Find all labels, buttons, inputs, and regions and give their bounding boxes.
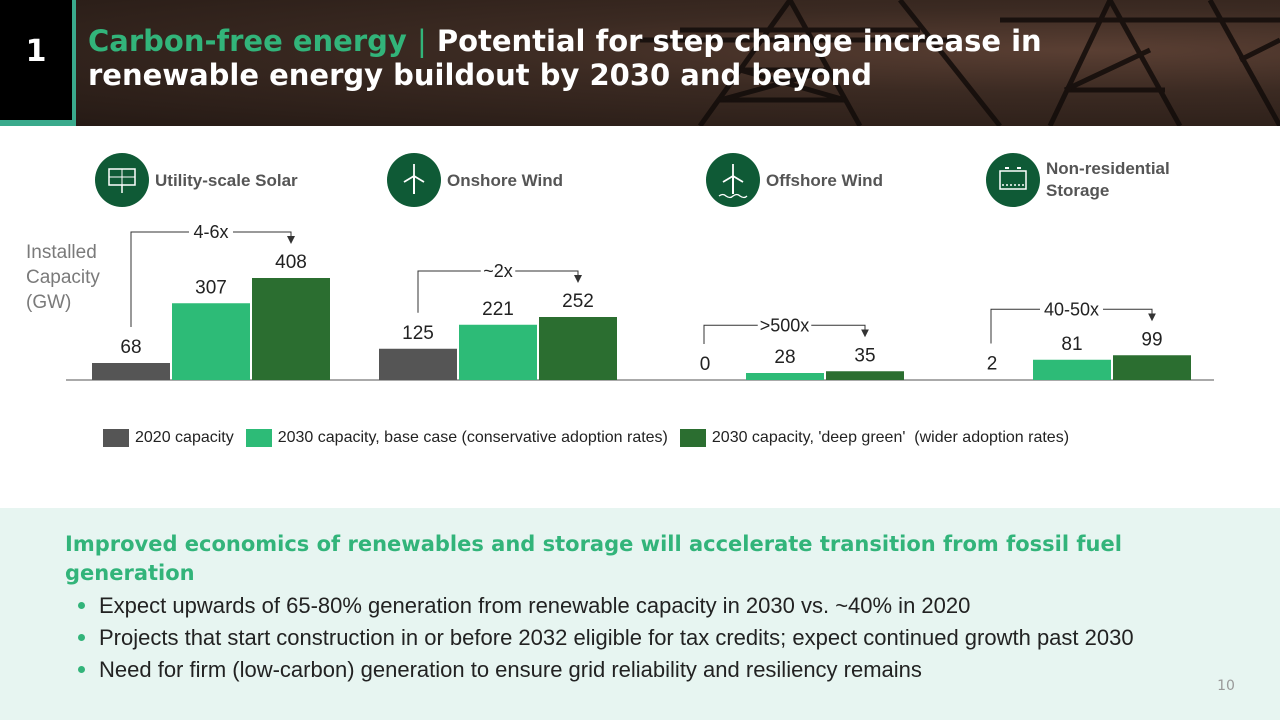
- growth-label: 4-6x: [193, 222, 228, 242]
- bar: [92, 363, 170, 380]
- legend-swatch: [679, 429, 706, 447]
- growth-bracket-arrow: [233, 231, 295, 244]
- bar: [252, 278, 330, 380]
- growth-label: >500x: [760, 315, 810, 335]
- section-number: 1: [25, 34, 47, 69]
- data-label: 35: [854, 345, 875, 366]
- growth-bracket: [417, 270, 481, 313]
- bar: [379, 348, 457, 380]
- turbine-blade: [413, 175, 425, 183]
- transmission-tower-background: [640, 0, 1280, 126]
- bar: [172, 303, 250, 380]
- growth-label: ~2x: [483, 261, 513, 281]
- section-number-box: 1: [0, 0, 76, 126]
- data-label: 221: [482, 299, 514, 320]
- bullet-text: Projects that start construction in or b…: [99, 625, 1134, 650]
- turbine-blade: [722, 175, 734, 183]
- growth-bracket-arrow: [1103, 308, 1156, 322]
- data-label: 81: [1061, 334, 1082, 355]
- data-label: 2: [987, 354, 998, 375]
- growth-bracket-arrow: [515, 270, 582, 283]
- turbine-blade: [732, 175, 744, 183]
- growth-bracket: [130, 231, 189, 327]
- bullet-text: Need for firm (low-carbon) generation to…: [99, 657, 922, 682]
- legend-label: 2030 capacity, base case (conservative a…: [277, 429, 668, 446]
- bullet-item: Need for firm (low-carbon) generation to…: [78, 654, 1134, 686]
- legend-swatch: [103, 429, 129, 447]
- legend-label: 2020 capacity: [135, 429, 234, 446]
- summary-title: Improved economics of renewables and sto…: [65, 532, 1122, 585]
- growth-bracket: [703, 324, 758, 344]
- group-title: Non-residential: [1046, 159, 1170, 178]
- group-title: Onshore Wind: [447, 171, 563, 190]
- summary-panel: Improved economics of renewables and sto…: [0, 508, 1280, 720]
- header-banner: 1 Carbon-free energy | Potential for ste…: [0, 0, 1280, 126]
- legend-swatch: [245, 429, 272, 447]
- bar: [1113, 355, 1191, 380]
- bar: [459, 324, 537, 380]
- data-label: 0: [700, 354, 711, 375]
- bullet-item: Projects that start construction in or b…: [78, 622, 1134, 654]
- y-axis-label: (GW): [26, 292, 71, 313]
- turbine-blade: [403, 175, 415, 183]
- bar: [746, 373, 824, 380]
- data-label: 99: [1141, 329, 1162, 350]
- battery-body: [999, 170, 1027, 190]
- growth-bracket-arrow: [811, 324, 869, 338]
- bar: [953, 379, 1031, 380]
- y-axis-label: Installed: [26, 242, 97, 263]
- water-waves: [718, 193, 748, 199]
- y-axis-label: Capacity: [26, 267, 100, 288]
- data-label: 252: [562, 291, 594, 312]
- page-title: Carbon-free energy | Potential for step …: [88, 24, 1208, 92]
- data-label: 28: [774, 347, 795, 368]
- data-label: 307: [195, 277, 227, 298]
- bullet-item: Expect upwards of 65-80% generation from…: [78, 590, 1134, 622]
- data-label: 125: [402, 323, 434, 344]
- capacity-bar-chart: Installed Capacity (GW) Utility-scale Solar…: [26, 153, 1214, 381]
- bar: [826, 371, 904, 380]
- data-label: 68: [120, 337, 141, 358]
- data-label: 408: [275, 252, 307, 273]
- battery-icon: [986, 153, 1040, 207]
- bar: [1033, 359, 1111, 380]
- bar: [539, 317, 617, 380]
- group-title: Utility-scale Solar: [155, 171, 298, 190]
- title-highlight: Carbon-free energy: [88, 24, 407, 58]
- legend-label: 2030 capacity, 'deep green' (wider adopt…: [711, 429, 1070, 446]
- page-number: 10: [1217, 678, 1235, 694]
- growth-bracket: [990, 308, 1040, 344]
- group-title: Storage: [1046, 181, 1109, 200]
- group-title: Offshore Wind: [766, 171, 883, 190]
- bullet-text: Expect upwards of 65-80% generation from…: [99, 593, 971, 618]
- chart-legend: 2020 capacity 2030 capacity, base case (c…: [103, 428, 1081, 448]
- bullet-dot: [78, 665, 85, 673]
- title-rest: Potential for step change increase in re…: [88, 24, 1042, 92]
- summary-bullets: Expect upwards of 65-80% generation from…: [78, 590, 1134, 686]
- bullet-dot: [78, 601, 85, 609]
- title-separator: |: [416, 24, 427, 58]
- bullet-dot: [78, 633, 85, 641]
- growth-label: 40-50x: [1044, 299, 1099, 319]
